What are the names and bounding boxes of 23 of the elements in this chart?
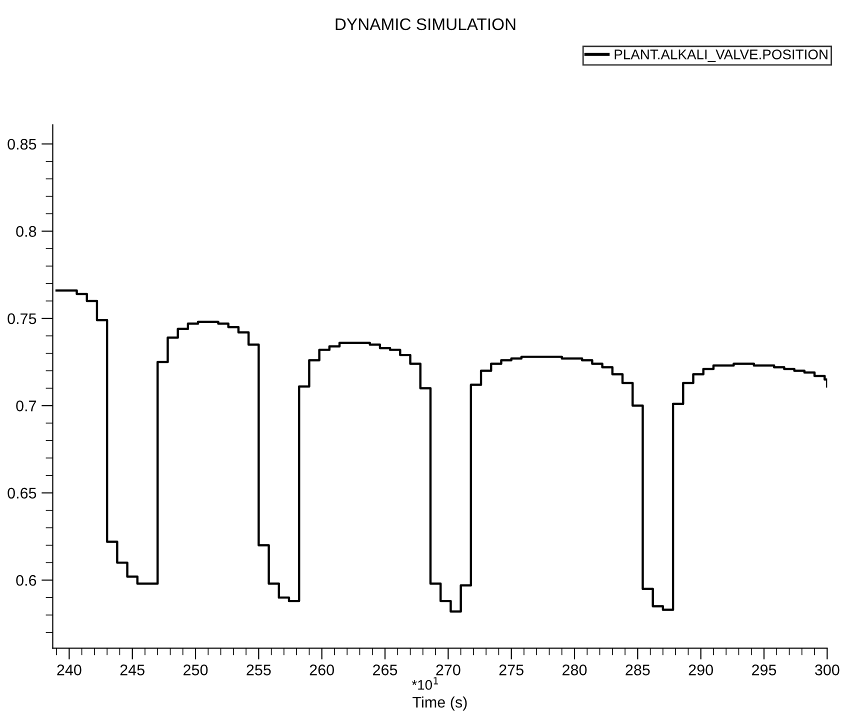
x-tick-label: 265 [373,664,398,676]
x-tick-label: 295 [752,664,776,676]
x-tick-label: 290 [688,664,713,676]
y-tick-label: 0.7 [16,400,36,412]
chart-title: DYNAMIC SIMULATION [336,18,516,30]
x-tick-label: 250 [184,664,208,676]
x-tick-label: 240 [57,664,82,676]
y-tick-label: 0.75 [8,313,36,324]
x-tick-label: 275 [499,664,524,676]
legend-label: PLANT.ALKALI_VALVE.POSITION [614,50,828,62]
x-tick-label: 260 [310,664,334,676]
x-tick-label: 245 [120,664,144,676]
x-tick-label: 270 [436,664,460,676]
text: *10$^{1}$ [412,677,438,690]
y-tick-label: 0.65 [8,488,36,499]
x-tick-label: 300 [815,664,840,676]
y-tick-label: 0.6 [16,574,36,586]
x-tick-label: 280 [562,664,587,676]
x-tick-label: 255 [246,664,271,676]
y-tick-label: 0.8 [16,226,36,237]
y-tick-label: 0.85 [8,138,36,150]
x-axis-title: Time (s) [412,696,467,711]
x-tick-label: 285 [626,664,650,676]
